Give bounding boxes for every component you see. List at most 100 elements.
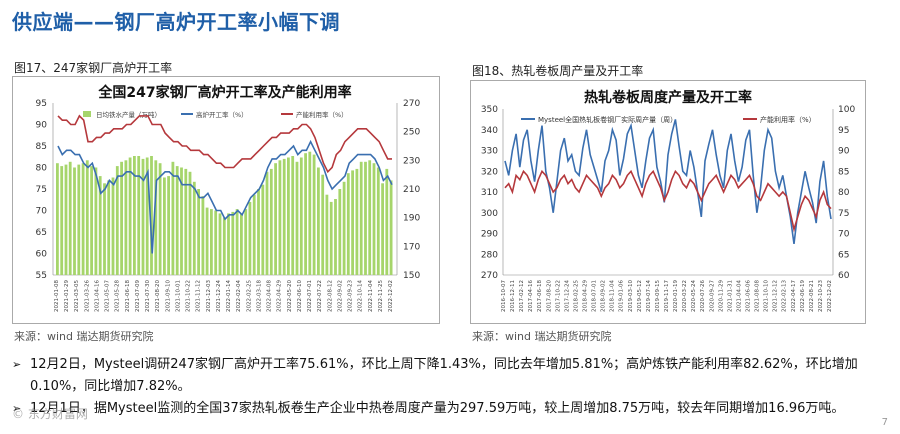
- bullet-text: 12月2日，Mysteel调研247家钢厂高炉开工率75.61%，环比上周下降1…: [30, 357, 858, 394]
- chart1-bar: [325, 194, 329, 275]
- chart1-right-tick: 210: [403, 185, 420, 195]
- chart1-x-tick: 2021-12-03: [206, 280, 212, 312]
- chart1-bar: [334, 199, 337, 275]
- chart1-bar: [120, 161, 123, 275]
- chart2-left-tick: 270: [481, 271, 498, 281]
- bullet-text: 12月1日，据Mysteel监测的全国37家热轧板卷生产企业中热卷周度产量为29…: [30, 401, 845, 416]
- chart1-right-tick: 250: [403, 128, 420, 138]
- figure1-caption: 图17、247家钢厂高炉开工率: [14, 61, 173, 75]
- chart2-x-tick: 2020-05-24: [691, 280, 697, 312]
- chart1-x-tick: 2021-01-29: [64, 280, 70, 312]
- chart1-bar: [133, 156, 136, 275]
- chart2-x-tick: 2020-09-27: [709, 280, 715, 312]
- chart2-x-tick: 2016-12-11: [510, 280, 516, 312]
- chart1-bar: [205, 207, 209, 275]
- chart1-x-tick: 2022-03-18: [256, 280, 262, 312]
- chart1-x-tick: 2021-07-09: [135, 280, 141, 312]
- chart1-bar: [103, 183, 106, 275]
- chart2-panel: 热轧卷板周度产量及开工率 Mysteel全国热轧板卷钢厂实际周产量（周） 产能利用率…: [470, 80, 866, 324]
- chart1-bar: [141, 158, 145, 275]
- chart1-left-tick: 80: [36, 164, 48, 174]
- chart2-x-tick: 2017-04-16: [528, 280, 534, 312]
- watermark: © 东方财富网: [12, 407, 88, 421]
- chart2-x-tick: 2018-02-25: [573, 280, 579, 312]
- chart2-x-tick: 2022-10-23: [818, 280, 824, 312]
- chart2-x-tick: 2019-11-17: [664, 280, 670, 312]
- chart2-x-tick: 2018-04-29: [583, 280, 589, 312]
- chart1-bar: [317, 167, 320, 275]
- bullet-list: ➢ 12月2日，Mysteel调研247家钢厂高炉开工率75.61%，环比上周下…: [8, 354, 892, 420]
- chart1-bar: [188, 171, 192, 275]
- chart2-right-tick: 75: [838, 209, 849, 219]
- chart1-bar: [274, 163, 277, 275]
- chart2-left-tick: 290: [481, 230, 498, 240]
- chart1-bar: [222, 217, 226, 275]
- chart2-left-tick: 280: [481, 250, 498, 260]
- chart1-right-tick: 150: [403, 271, 420, 281]
- chart1-title: 全国247家钢厂高炉开工率及产能利用率: [97, 84, 351, 101]
- chart2-left-tick: 310: [481, 188, 498, 198]
- chart1-bar: [64, 164, 68, 275]
- chart1-bar: [329, 201, 333, 275]
- chart2-x-tick: 2022-12-02: [827, 280, 833, 312]
- chart2-x-tick: 2018-11-04: [610, 280, 616, 312]
- chart1-x-tick: 2021-03-05: [74, 280, 80, 312]
- chart2-right-tick: 95: [838, 126, 849, 136]
- chart1-x-tick: 2021-10-22: [186, 280, 192, 312]
- chart1-left-tick: 65: [36, 228, 47, 238]
- chart1-bar: [145, 157, 149, 275]
- chart2-x-tick: 2020-07-26: [700, 280, 706, 312]
- chart1-bar: [150, 156, 153, 275]
- chart1-x-tick: 2021-12-24: [216, 280, 222, 312]
- chart2-x-tick: 2022-02-13: [782, 280, 788, 312]
- chart1-legend-label: 高炉开工率（%）: [196, 110, 248, 119]
- chart1-bar: [359, 161, 363, 275]
- chart1-x-tick: 2021-09-10: [165, 280, 171, 312]
- chart1-line-capacity-utilization: [57, 114, 392, 174]
- chart1-bar: [308, 151, 312, 275]
- chart1-bar: [158, 163, 162, 275]
- chart2-x-tick: 2017-12-24: [564, 280, 570, 312]
- chart2-right-tick: 80: [838, 188, 850, 198]
- chart2-x-tick: 2017-02-12: [519, 280, 525, 312]
- chart1-bar: [167, 176, 170, 275]
- chart1-right-tick: 190: [403, 214, 420, 224]
- chart1-bar: [269, 168, 273, 275]
- chart1-bar: [94, 167, 98, 275]
- chart1-bar: [218, 213, 222, 275]
- chart1-right-tick: 270: [403, 99, 420, 109]
- chart2-right-tick: 90: [838, 147, 850, 157]
- chart1-bar: [175, 166, 179, 275]
- chart2-x-tick: 2017-10-22: [555, 280, 561, 312]
- chart2-x-tick: 2021-10-10: [764, 280, 770, 312]
- bullet-item: ➢ 12月2日，Mysteel调研247家钢厂高炉开工率75.61%，环比上周下…: [8, 354, 892, 398]
- chart1-bar: [389, 180, 393, 275]
- chart1-x-tick: 2022-11-04: [368, 280, 374, 312]
- chart1-bar: [115, 166, 119, 275]
- chart1-bar: [312, 154, 316, 275]
- chart1-bar: [73, 167, 76, 275]
- chart1-bar: [210, 209, 213, 275]
- chart2-right-tick: 70: [838, 230, 850, 240]
- chart1-bar: [355, 168, 359, 275]
- chart1-x-tick: 2021-08-20: [155, 280, 161, 312]
- chart2-x-tick: 2022-08-21: [809, 280, 815, 312]
- chart1-bar: [372, 163, 376, 275]
- bullet-item: ➢ 12月1日，据Mysteel监测的全国37家热轧板卷生产企业中热卷周度产量为…: [8, 398, 892, 420]
- chart2-x-tick: 2021-12-12: [773, 280, 779, 312]
- chart1-x-tick: 2021-01-08: [54, 280, 60, 312]
- page-number: 7: [881, 417, 888, 428]
- chart1-left-tick: 85: [36, 142, 47, 152]
- chart1-legend-label: 产能利用率（%）: [296, 110, 348, 119]
- chart1-line-blast-furnace-rate: [57, 139, 393, 254]
- chart1-x-tick: 2021-03-26: [84, 280, 90, 312]
- chart2-x-tick: 2021-08-08: [755, 280, 761, 312]
- chart1-bar: [111, 177, 115, 275]
- chart1-bar: [201, 196, 205, 275]
- chart1-bar: [244, 209, 248, 275]
- chart1-bar: [351, 170, 354, 275]
- chart1-x-tick: 2022-10-14: [358, 280, 364, 312]
- chart1-legend-label: 日均铁水产量（万吨）: [96, 110, 161, 119]
- chart1-bar: [56, 163, 59, 275]
- chart2-right-tick: 100: [838, 105, 855, 115]
